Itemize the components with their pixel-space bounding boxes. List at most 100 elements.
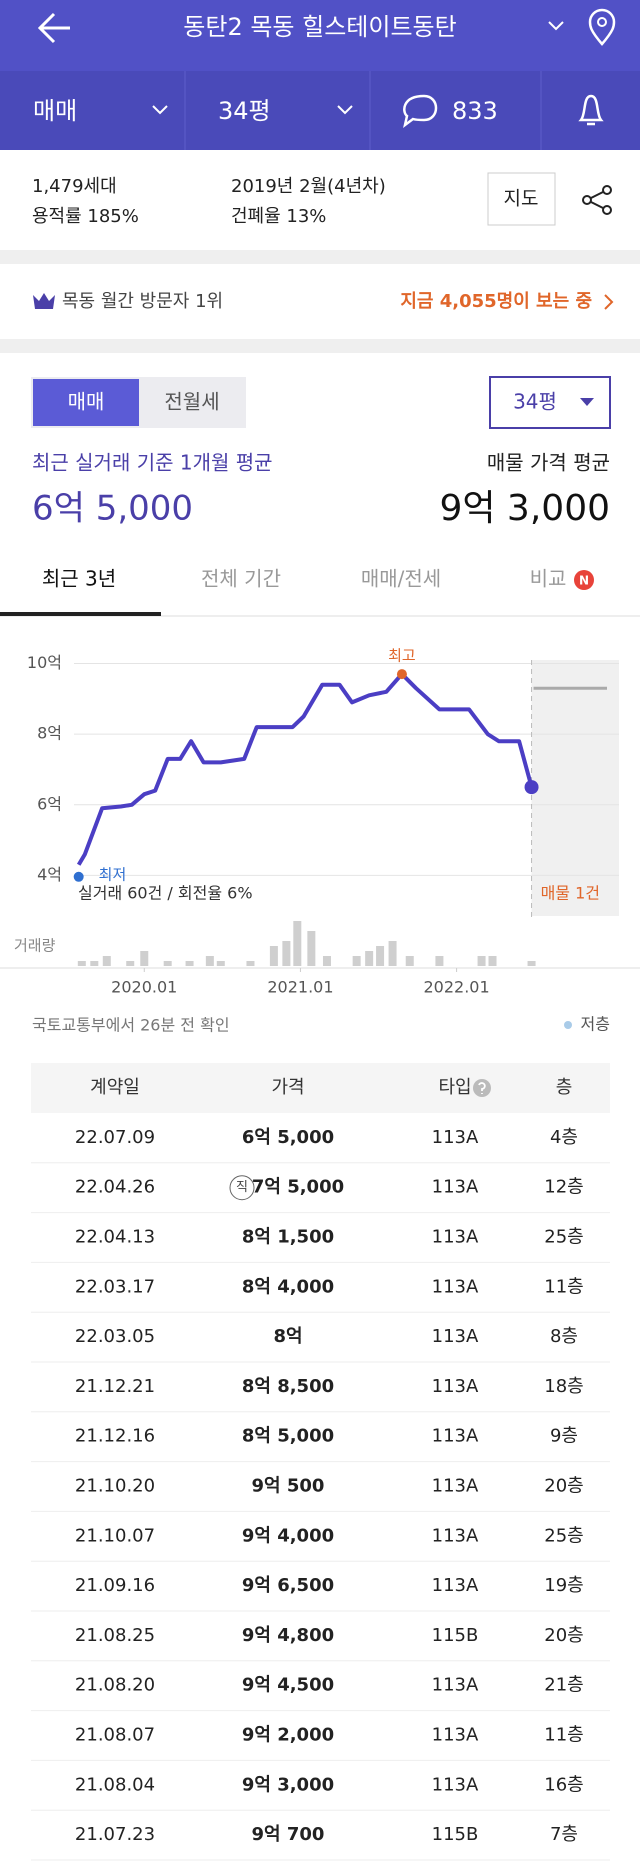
cell-date: 21.10.20 [75,1476,155,1497]
section-divider [0,339,640,353]
volume-bar [365,951,374,966]
x-tick-label: 2021.01 [267,978,333,997]
chevron [604,294,614,310]
back-button[interactable] [37,12,70,44]
cell-type: 113A [432,1276,479,1297]
cell-date: 22.04.13 [75,1227,155,1248]
share-node [602,185,612,195]
share-button[interactable] [582,185,612,215]
cell-date: 22.03.17 [75,1276,155,1297]
cell-floor: 4층 [550,1127,578,1148]
period-tab[interactable]: 최근 3년 [42,567,116,591]
tab-underline [0,612,161,616]
building-coverage: 건폐율 13% [231,206,326,227]
cell-price: 9억 700 [252,1824,325,1845]
cell-price: 9억 500 [252,1476,325,1497]
cell-date: 21.12.16 [75,1426,155,1447]
pin-icon [588,8,616,46]
cell-price: 9억 4,800 [242,1625,334,1646]
cell-type: 113A [432,1476,479,1497]
chevron [152,105,168,115]
volume-bar [90,961,99,966]
direct-badge: 직 [236,1180,248,1195]
comment-icon[interactable] [403,94,438,129]
complex-title[interactable]: 동탄2 목동 힐스테이트동탄 [183,13,456,41]
cell-price: 7억 5,000 [252,1177,344,1198]
cell-date: 22.03.05 [75,1326,155,1347]
comment-count[interactable]: 833 [452,97,498,125]
volume-bar [477,956,486,966]
volume-bar [205,956,214,966]
period-tab[interactable]: 전체 기간 [201,567,281,591]
volume-bar [163,961,172,966]
y-tick-label: 10억 [27,653,62,672]
cell-floor: 16층 [544,1774,583,1795]
volume-bar [307,931,316,966]
help-icon [473,1079,491,1097]
cell-floor: 11층 [544,1276,583,1297]
map-button-box[interactable] [487,172,556,226]
households: 1,479세대 [32,176,117,197]
cell-price: 9억 2,000 [242,1725,334,1746]
cell-type: 113A [432,1525,479,1546]
volume-bar [246,961,255,966]
chart-summary: 실거래 60건 / 회전율 6% [78,884,253,903]
cell-floor: 18층 [544,1376,583,1397]
trade-type[interactable]: 매매 [33,97,77,125]
cell-type: 113A [432,1675,479,1696]
size-filter[interactable]: 34평 [218,97,271,125]
viewer-count[interactable]: 지금 4,055명이 보는 중 [400,291,592,312]
cell-type: 113A [432,1725,479,1746]
volume-bar [293,921,302,966]
filter-bar [0,71,640,150]
listing-label: 매물 가격 평균 [487,451,610,475]
column-header: 가격 [271,1077,304,1098]
bell-icon[interactable] [578,94,604,126]
location-button[interactable] [588,8,616,46]
cell-price: 9억 3,000 [242,1774,334,1795]
map-button[interactable]: 지도 [504,188,539,210]
volume-bar [322,956,331,966]
cell-floor: 11층 [544,1725,583,1746]
x-tick-label: 2020.01 [111,978,177,997]
data-source: 국토교통부에서 26분 전 확인 [32,1016,230,1035]
cell-floor: 25층 [544,1525,583,1546]
listing-value: 9억 3,000 [439,488,610,529]
size-dropdown-text[interactable]: 34평 [513,390,557,414]
title-dropdown[interactable] [548,21,564,31]
volume-bar [140,951,149,966]
volume-bar [216,961,225,966]
help-mark [478,1082,486,1094]
toggle-selected[interactable] [33,379,139,426]
cell-date: 21.07.23 [75,1824,155,1845]
volume-bar [185,961,194,966]
toggle-rent[interactable]: 전월세 [164,390,219,414]
listing-region [531,660,619,916]
recent-value: 6억 5,000 [32,489,193,529]
cell-floor: 7층 [550,1824,578,1845]
cell-floor: 20층 [544,1625,583,1646]
built-date: 2019년 2월(4년차) [231,176,386,197]
cell-date: 21.08.04 [75,1774,155,1795]
period-tab[interactable]: 매매/전세 [361,567,441,591]
ranking-text: 목동 월간 방문자 1위 [62,291,223,312]
cell-type: 115B [432,1824,479,1845]
cell-floor: 19층 [544,1575,583,1596]
cell-price: 9억 4,000 [242,1525,334,1546]
high-marker [396,669,407,680]
period-tab[interactable]: 비교 [530,567,567,591]
section-divider [0,250,640,264]
floor-area-ratio: 용적률 185% [32,206,139,227]
cell-price: 8억 1,500 [242,1227,334,1248]
cell-date: 21.09.16 [75,1575,155,1596]
volume-bar [388,941,397,966]
cell-price: 8억 8,500 [242,1376,334,1397]
y-tick-label: 4억 [37,865,62,884]
toggle-sale[interactable]: 매매 [68,390,105,414]
column-header: 계약일 [90,1077,140,1098]
cell-date: 21.12.21 [75,1376,155,1397]
x-tick-label: 2022.01 [424,978,490,997]
